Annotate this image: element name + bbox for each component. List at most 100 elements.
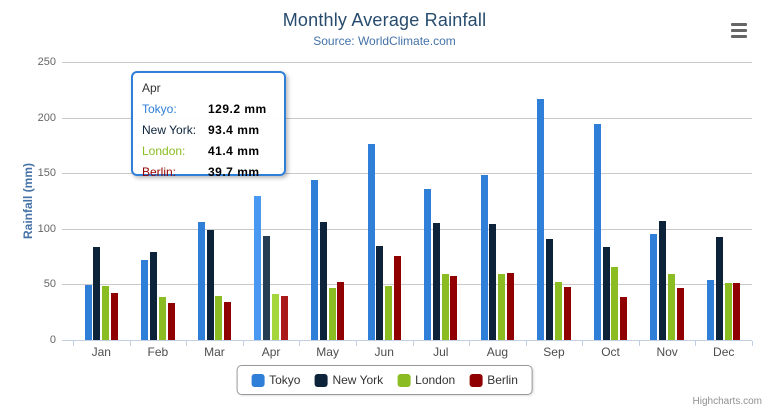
tooltip-series-label: New York: (142, 123, 197, 137)
bar-berlin-jul[interactable] (450, 276, 458, 340)
bar-berlin-jan[interactable] (110, 292, 118, 340)
bar-london-sep[interactable] (554, 281, 562, 340)
bar-london-nov[interactable] (668, 274, 676, 340)
bar-tokyo-may[interactable] (310, 179, 318, 340)
tooltip: Apr Tokyo: 129.2 mm New York: 93.4 mm London… (131, 71, 286, 179)
bar-new-york-dec[interactable] (715, 237, 723, 340)
x-axis-tick (73, 341, 74, 346)
bar-tokyo-oct[interactable] (593, 124, 601, 340)
bar-tokyo-nov[interactable] (650, 233, 658, 340)
legend-label: Tokyo (269, 373, 301, 387)
legend-item-berlin[interactable]: Berlin (469, 373, 518, 387)
bar-tokyo-jun[interactable] (367, 144, 375, 340)
x-axis-label: Sep (543, 345, 565, 359)
y-axis-label: 150 (37, 167, 56, 180)
bar-london-aug[interactable] (498, 273, 506, 340)
tooltip-row: Berlin: 39.7 mm (142, 162, 275, 183)
tooltip-series-label: Berlin: (142, 165, 177, 179)
x-axis-label: Aug (486, 345, 509, 359)
bar-berlin-feb[interactable] (167, 303, 175, 340)
bar-new-york-aug[interactable] (489, 224, 497, 340)
tooltip-series-value: 41.4 mm (208, 144, 260, 158)
bar-tokyo-aug[interactable] (480, 174, 488, 340)
y-axis-label: 250 (37, 56, 56, 68)
x-axis-label: Jul (433, 345, 449, 359)
x-axis-tick (242, 341, 244, 346)
highcharts-credit[interactable]: Highcharts.com (692, 396, 762, 407)
legend: Tokyo New York London Berlin (236, 365, 533, 395)
bar-new-york-apr[interactable] (263, 236, 271, 340)
bar-berlin-may[interactable] (337, 281, 345, 340)
bar-tokyo-dec[interactable] (707, 279, 714, 340)
x-axis-label: May (316, 345, 339, 359)
chart-title: Monthly Average Rainfall (282, 10, 487, 30)
bar-london-apr[interactable] (271, 293, 279, 340)
x-axis-label: Jun (374, 345, 394, 359)
y-axis-label: 50 (43, 278, 56, 291)
x-axis-tick (355, 341, 357, 346)
bar-new-york-nov[interactable] (659, 221, 667, 340)
gridline (62, 173, 752, 175)
bar-new-york-jan[interactable] (93, 247, 101, 340)
bar-london-jun[interactable] (385, 286, 393, 340)
x-axis-tick (695, 341, 697, 346)
tooltip-row: Tokyo: 129.2 mm (142, 99, 275, 120)
bar-new-york-sep[interactable] (546, 238, 554, 340)
bar-london-jul[interactable] (441, 274, 449, 340)
tooltip-rows: Tokyo: 129.2 mm New York: 93.4 mm London: 41.… (142, 99, 275, 183)
x-axis-label: Jan (91, 345, 111, 359)
bar-berlin-sep[interactable] (563, 287, 571, 340)
y-axis-label: 0 (49, 334, 56, 346)
bar-tokyo-feb[interactable] (141, 260, 149, 340)
legend-marker-icon (397, 373, 411, 387)
legend-label: Berlin (487, 373, 518, 387)
legend-label: New York (332, 373, 384, 387)
bar-new-york-oct[interactable] (602, 247, 610, 340)
bar-berlin-aug[interactable] (507, 272, 515, 340)
bar-new-york-jun[interactable] (376, 246, 384, 340)
tooltip-series-value: 129.2 mm (208, 102, 267, 116)
bar-berlin-nov[interactable] (676, 287, 684, 340)
bar-london-oct[interactable] (611, 267, 619, 340)
legend-marker-icon (251, 373, 265, 387)
bar-tokyo-mar[interactable] (197, 221, 205, 340)
x-axis-tick (469, 341, 471, 346)
y-axis-label: 100 (37, 222, 56, 235)
bar-berlin-apr[interactable] (280, 295, 288, 340)
bar-tokyo-jan[interactable] (84, 284, 92, 340)
x-axis-label: Apr (261, 345, 281, 359)
bar-london-jan[interactable] (102, 285, 110, 340)
bar-new-york-mar[interactable] (206, 230, 214, 340)
x-axis-label: Feb (147, 345, 169, 359)
hamburger-bar (731, 34, 747, 38)
bar-berlin-mar[interactable] (224, 301, 232, 340)
legend-item-london[interactable]: London (397, 373, 455, 387)
bar-new-york-may[interactable] (319, 222, 327, 340)
x-axis-tick (525, 341, 527, 346)
bar-london-feb[interactable] (158, 296, 166, 340)
legend-item-tokyo[interactable]: Tokyo (251, 373, 300, 387)
tooltip-series-value: 39.7 mm (208, 165, 260, 179)
bar-new-york-feb[interactable] (149, 252, 157, 340)
bar-tokyo-apr[interactable] (254, 196, 262, 340)
x-axis-label: Mar (204, 345, 225, 359)
bar-london-may[interactable] (328, 287, 336, 340)
hamburger-menu-icon[interactable] (731, 20, 751, 40)
x-axis-label: Nov (656, 345, 678, 359)
tooltip-series-label: London: (142, 144, 186, 158)
bar-london-mar[interactable] (215, 296, 223, 340)
legend-item-new-york[interactable]: New York (314, 373, 383, 387)
bar-tokyo-jul[interactable] (424, 189, 432, 340)
tooltip-series-value: 93.4 mm (208, 123, 260, 137)
bar-london-dec[interactable] (724, 283, 732, 340)
bar-new-york-jul[interactable] (432, 223, 440, 340)
gridline (62, 62, 752, 63)
x-axis-tick (582, 341, 584, 346)
bar-berlin-jun[interactable] (393, 256, 401, 340)
bar-berlin-oct[interactable] (620, 296, 628, 340)
bar-berlin-dec[interactable] (733, 283, 741, 340)
gridline (62, 117, 752, 119)
tooltip-series-label: Tokyo: (142, 102, 177, 116)
bar-tokyo-sep[interactable] (537, 99, 545, 340)
